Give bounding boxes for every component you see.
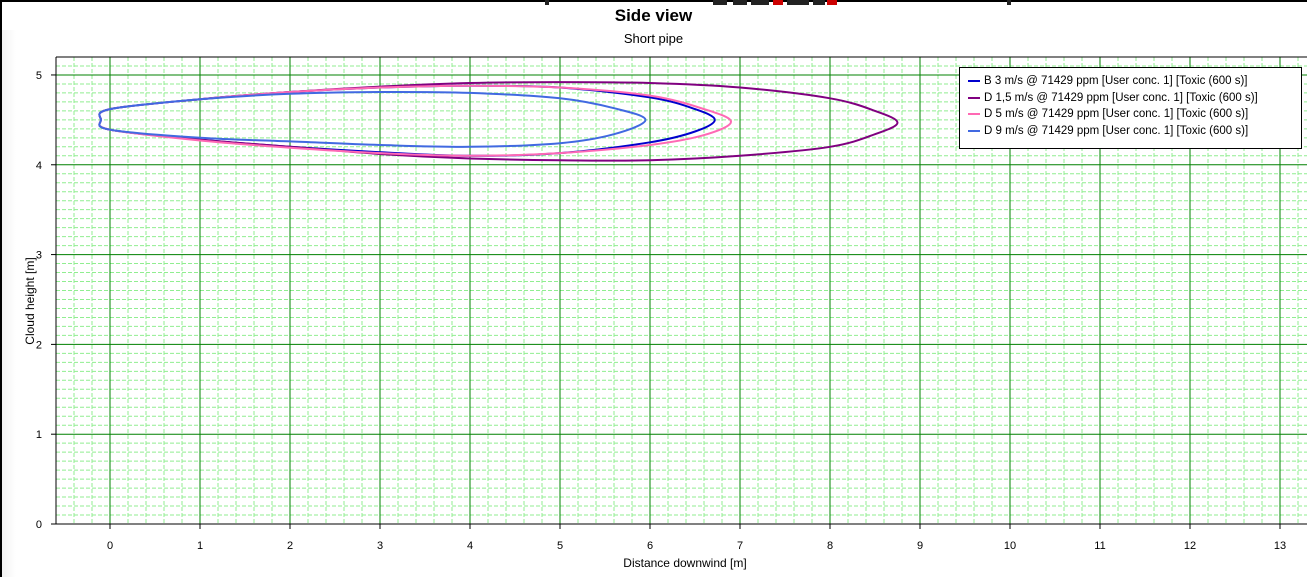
x-tick-label: 13 [1274,540,1286,552]
x-tick-label: 7 [737,540,743,552]
legend-item-3: D 5 m/s @ 71429 ppm [User conc. 1] [Toxi… [968,106,1297,123]
x-tick-label: 6 [647,540,653,552]
legend-label: D 5 m/s @ 71429 ppm [User conc. 1] [Toxi… [984,108,1249,121]
toolbar-fragment [545,0,1035,6]
x-axis-title: Distance downwind [m] [623,556,747,570]
legend-swatch [968,129,980,132]
x-tick-label: 4 [467,540,473,552]
x-tick-label: 1 [197,540,203,552]
background-shading [2,30,16,577]
x-tick-label: 8 [827,540,833,552]
legend-item-2: D 1,5 m/s @ 71429 ppm [User conc. 1] [To… [968,90,1297,107]
x-tick-label: 10 [1004,540,1016,552]
y-tick-labels: 0 1 2 3 4 5 [36,70,42,531]
y-tick-label: 1 [36,429,42,441]
x-tick-labels: 0 1 2 3 4 5 6 7 8 9 10 11 12 13 [107,540,1286,552]
x-tick-label: 3 [377,540,383,552]
legend-item-4: D 9 m/s @ 71429 ppm [User conc. 1] [Toxi… [968,123,1297,140]
legend-swatch [968,96,980,99]
legend-label: B 3 m/s @ 71429 ppm [User conc. 1] [Toxi… [984,75,1248,88]
x-tick-label: 12 [1184,540,1196,552]
y-tick-label: 0 [36,519,42,531]
series-lines [98,81,899,162]
x-tick-label: 9 [917,540,923,552]
legend-swatch [968,80,980,83]
legend-label: D 9 m/s @ 71429 ppm [User conc. 1] [Toxi… [984,124,1249,137]
y-tick-label: 4 [36,160,42,172]
y-tick-label: 3 [36,250,42,262]
chart-subtitle: Short pipe [623,31,684,46]
legend: B 3 m/s @ 71429 ppm [User conc. 1] [Toxi… [959,67,1302,149]
axes [51,56,1307,529]
series-line-4 [98,90,647,148]
y-tick-label: 2 [36,339,42,351]
x-tick-label: 11 [1094,540,1105,552]
y-tick-label: 5 [36,70,42,82]
y-axis-title: Cloud height [m] [23,257,37,345]
x-tick-label: 2 [287,540,293,552]
legend-item-1: B 3 m/s @ 71429 ppm [User conc. 1] [Toxi… [968,73,1297,90]
x-tick-label: 5 [557,540,563,552]
series-line-3 [98,84,733,157]
legend-swatch [968,113,980,116]
x-tick-label: 0 [107,540,113,552]
chart-title: Side view [614,6,693,25]
legend-label: D 1,5 m/s @ 71429 ppm [User conc. 1] [To… [984,91,1258,104]
